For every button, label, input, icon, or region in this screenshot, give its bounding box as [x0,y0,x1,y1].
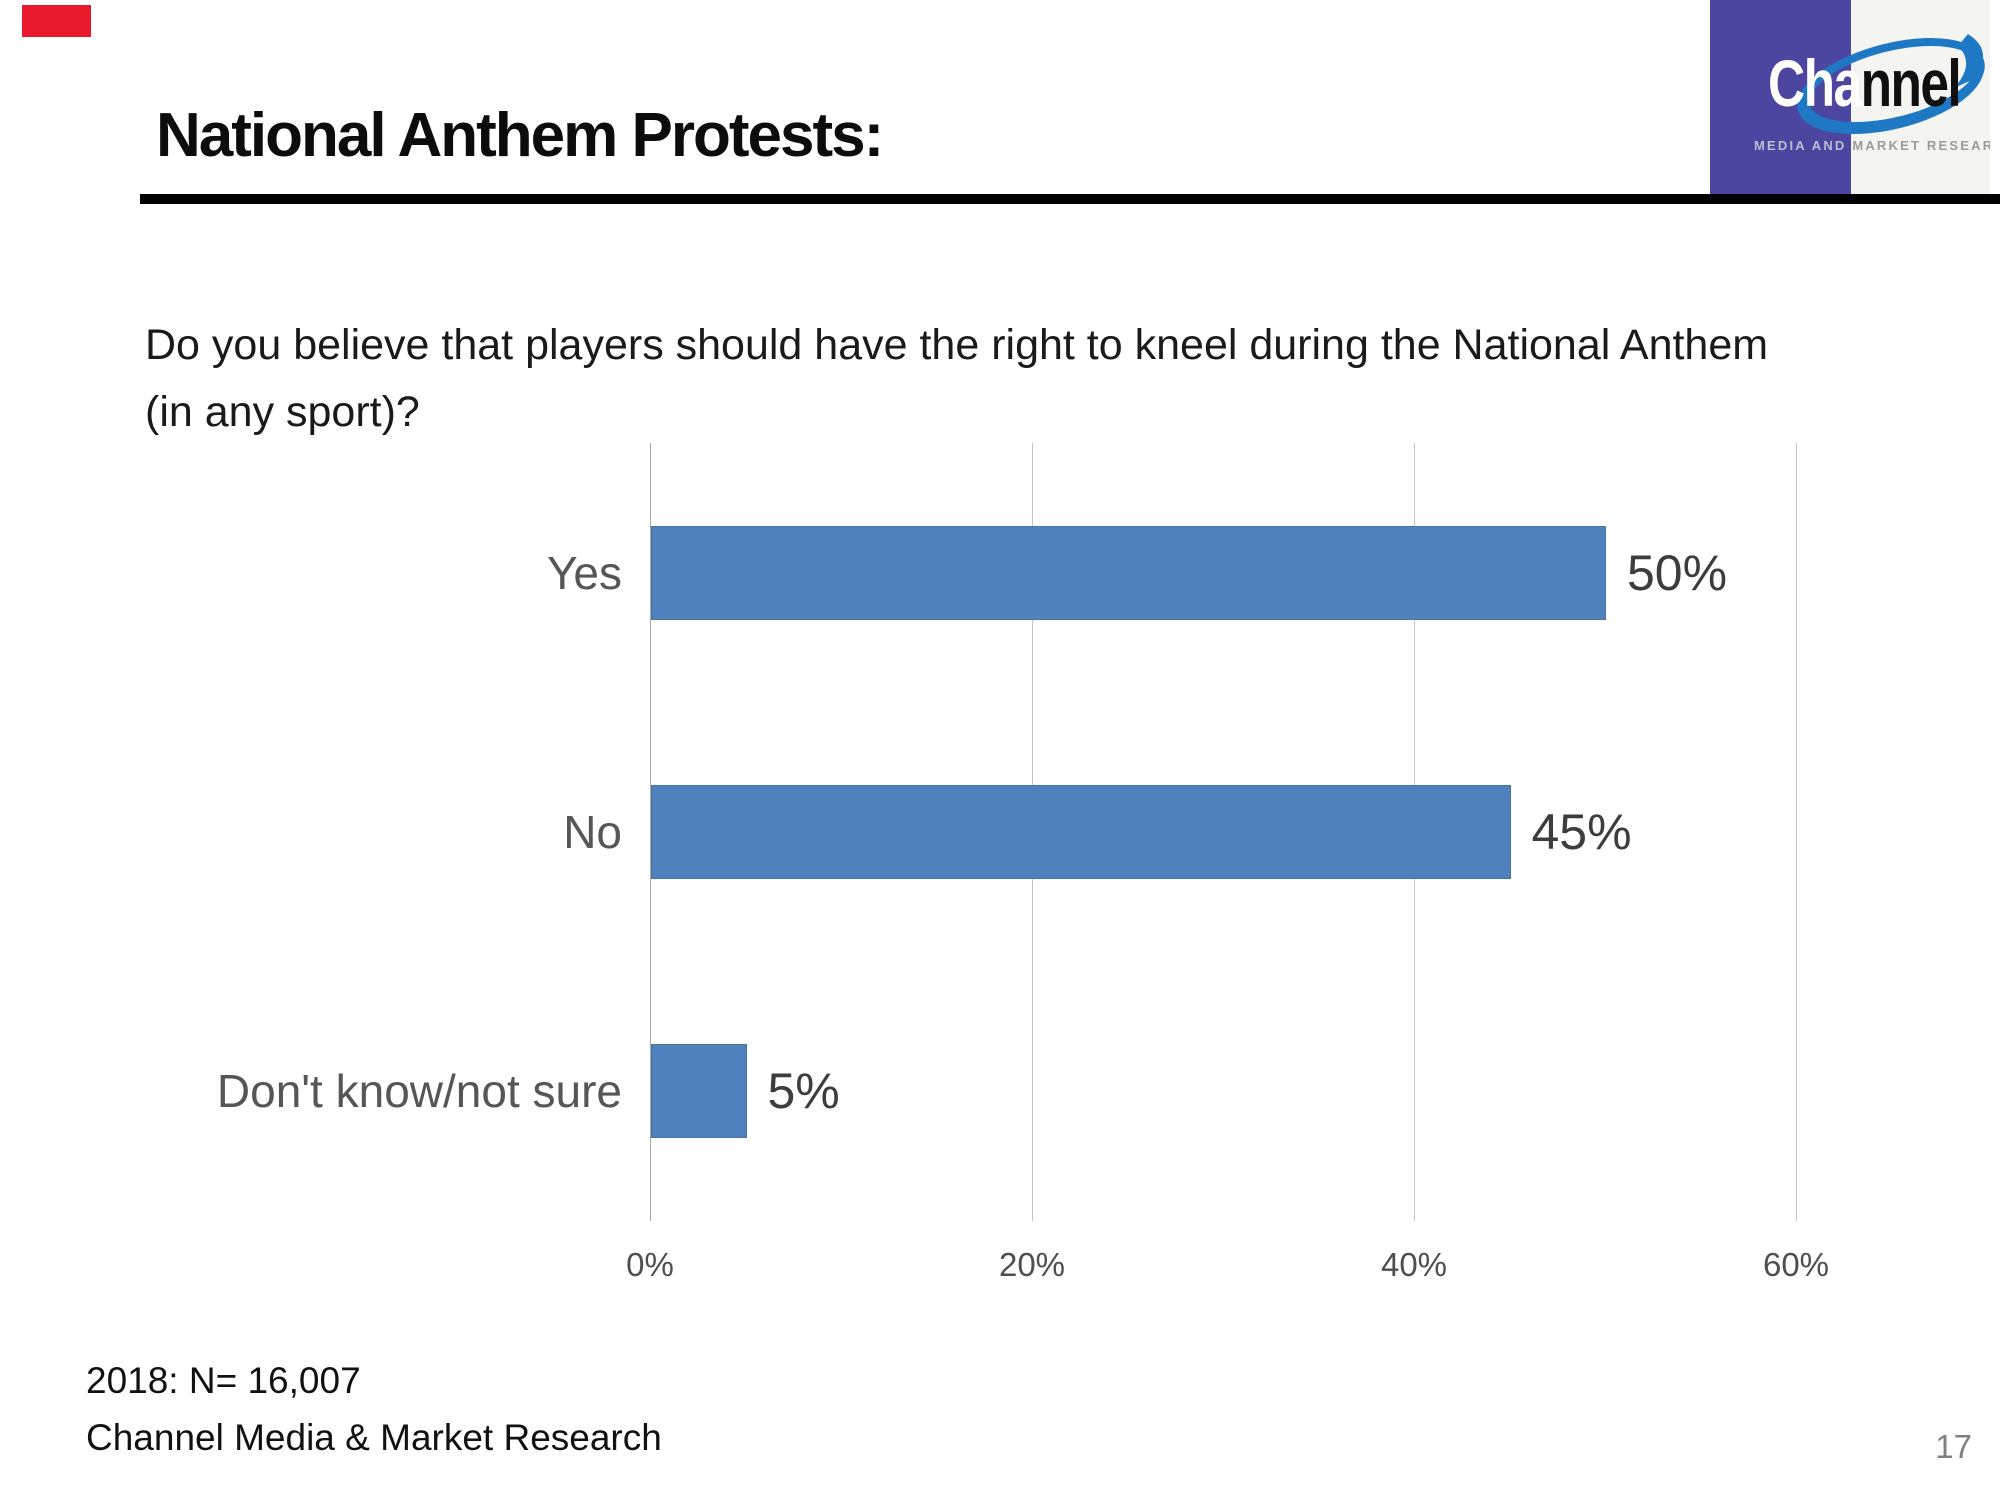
value-label: 50% [1627,544,1728,601]
x-tick-label: 60% [1762,1246,1830,1283]
category-label: Yes [546,546,622,599]
channel-logo: Channel MEDIA AND MARKET RESEARCH [1710,0,1990,194]
source-note: Channel Media & Market Research [86,1417,662,1458]
gridline-0% [650,443,651,1221]
page-title: National Anthem Protests: [156,101,884,170]
title-underline [140,194,2000,204]
x-tick-label: 40% [1380,1246,1448,1283]
question-line-2: (in any sport)? [145,388,420,436]
logo-purple-panel [1710,0,1851,194]
value-label: 5% [767,1063,840,1120]
question-text: Do you believe that players should have … [145,312,1768,446]
category-label: No [563,806,622,858]
sample-size-note: 2018: N= 16,007 [86,1360,361,1401]
bar-don-t-know-not-sure [651,1044,747,1139]
logo-tagline-right: MARKET RESEARCH [1852,138,1990,153]
logo-tagline: MEDIA AND MARKET RESEARCH [1754,138,1990,153]
value-label: 45% [1531,804,1632,860]
swoosh-icon [1797,34,1985,135]
logo-wordmark: Channel [1768,50,1962,116]
page-number: 17 [1935,1428,1972,1465]
bar-no [651,785,1511,879]
logo-wordmark-left: Cha [1768,46,1862,120]
footnote: 2018: N= 16,007 Channel Media & Market R… [86,1352,662,1466]
logo-white-panel [1851,0,1990,194]
x-tick-label: 0% [626,1246,674,1283]
red-marker [22,5,91,37]
logo-wordmark-right: nnel [1860,46,1962,120]
question-line-1: Do you believe that players should have … [145,321,1769,369]
logo-tagline-left: MEDIA AND [1754,138,1847,153]
gridline-60% [1796,443,1797,1221]
category-label: Don't know/not sure [216,1065,622,1118]
x-tick-label: 20% [998,1246,1066,1283]
bar-yes [651,525,1606,620]
